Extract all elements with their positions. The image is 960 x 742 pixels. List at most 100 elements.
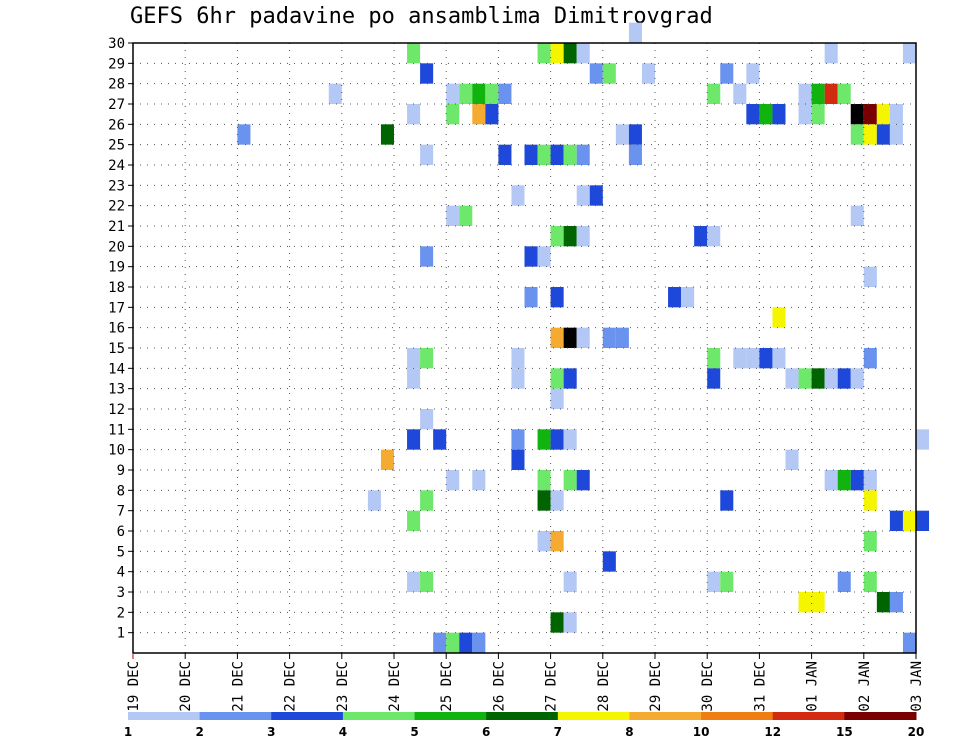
precip-cell <box>863 571 877 592</box>
precip-cell <box>902 43 916 64</box>
precip-cell <box>563 144 577 165</box>
precip-cell <box>446 470 460 491</box>
precip-cell <box>681 287 695 308</box>
precip-cell <box>550 287 564 308</box>
colorbar-segment <box>629 712 702 720</box>
precip-cell <box>798 104 812 125</box>
precip-cell <box>563 429 577 450</box>
precip-cell <box>746 63 760 84</box>
x-tick-label: 28 DEC <box>596 661 612 712</box>
precip-cell <box>550 490 564 511</box>
y-tick-label: 25 <box>108 138 125 154</box>
precip-cell <box>759 348 773 369</box>
precip-cell <box>420 490 434 511</box>
precip-cell <box>550 43 564 64</box>
precip-cell <box>576 226 590 247</box>
precip-cell <box>733 348 747 369</box>
precip-cell <box>720 63 734 84</box>
precip-cell <box>589 63 603 84</box>
precip-cell <box>863 266 877 287</box>
precip-cell <box>420 246 434 267</box>
precip-cell <box>524 246 538 267</box>
precip-cell <box>720 490 734 511</box>
precip-cell <box>524 144 538 165</box>
x-tick-label: 30 DEC <box>700 661 716 712</box>
y-tick-label: 28 <box>108 77 125 93</box>
x-tick-label: 20 DEC <box>178 661 194 712</box>
precip-cell <box>420 409 434 430</box>
precip-cell <box>446 104 460 125</box>
precip-cell <box>916 510 930 531</box>
y-tick-label: 26 <box>108 117 125 133</box>
precip-cell <box>615 327 629 348</box>
precip-cell <box>511 368 525 389</box>
precip-cell <box>550 327 564 348</box>
y-tick-label: 9 <box>117 463 125 479</box>
precip-cell <box>420 63 434 84</box>
precip-cell <box>746 104 760 125</box>
precip-cell <box>602 327 616 348</box>
colorbar-segment <box>486 712 559 720</box>
precip-cell <box>511 429 525 450</box>
precip-cell <box>798 83 812 104</box>
precip-cell <box>811 83 825 104</box>
precip-cell <box>524 287 538 308</box>
precip-cell <box>485 104 499 125</box>
precip-cell <box>537 531 551 552</box>
precip-cell <box>837 83 851 104</box>
precip-cell <box>498 83 512 104</box>
precip-cell <box>863 490 877 511</box>
colorbar-label: 15 <box>836 725 853 739</box>
y-tick-label: 4 <box>117 565 125 581</box>
precip-cell <box>628 22 642 43</box>
precip-cell <box>876 104 890 125</box>
precip-cell <box>798 368 812 389</box>
colorbar-label: 12 <box>764 725 781 739</box>
precip-cell <box>824 43 838 64</box>
precip-cell <box>563 571 577 592</box>
precip-cell <box>485 83 499 104</box>
precip-cell <box>824 368 838 389</box>
precip-cell <box>811 368 825 389</box>
x-tick-label: 02 JAN <box>857 661 873 712</box>
y-tick-label: 2 <box>117 605 125 621</box>
precip-cell <box>837 368 851 389</box>
precip-cell <box>433 429 447 450</box>
precip-cell <box>459 632 473 653</box>
precip-cell <box>850 470 864 491</box>
precip-cell <box>407 429 421 450</box>
colorbar-segment <box>342 712 416 720</box>
y-tick-label: 13 <box>108 382 125 398</box>
colorbar-segment <box>271 712 344 720</box>
x-tick-label: 19 DEC <box>126 661 142 712</box>
precip-cell <box>837 470 851 491</box>
precip-cell <box>407 104 421 125</box>
x-tick-label: 24 DEC <box>387 661 403 712</box>
precip-cell <box>576 327 590 348</box>
precip-cell <box>902 632 916 653</box>
y-tick-label: 19 <box>108 260 125 276</box>
x-tick-label: 03 JAN <box>909 661 925 712</box>
precip-cell <box>407 348 421 369</box>
precip-cell <box>459 83 473 104</box>
y-tick-label: 17 <box>108 300 125 316</box>
y-tick-label: 10 <box>108 443 125 459</box>
precip-cell <box>876 124 890 145</box>
x-tick-label: 31 DEC <box>752 661 768 712</box>
precip-cell <box>537 246 551 267</box>
precip-cell <box>576 470 590 491</box>
precip-cell <box>615 124 629 145</box>
precip-cell <box>850 124 864 145</box>
precip-cell <box>563 368 577 389</box>
precip-cell <box>446 83 460 104</box>
y-tick-label: 14 <box>108 361 125 377</box>
precip-cell <box>537 429 551 450</box>
precip-cell <box>707 348 721 369</box>
colorbar-segment <box>701 712 774 720</box>
precip-cell <box>563 226 577 247</box>
colorbar-label: 2 <box>195 725 203 739</box>
y-tick-label: 18 <box>108 280 125 296</box>
precip-cell <box>537 490 551 511</box>
precip-cell <box>237 124 251 145</box>
precip-cell <box>576 144 590 165</box>
